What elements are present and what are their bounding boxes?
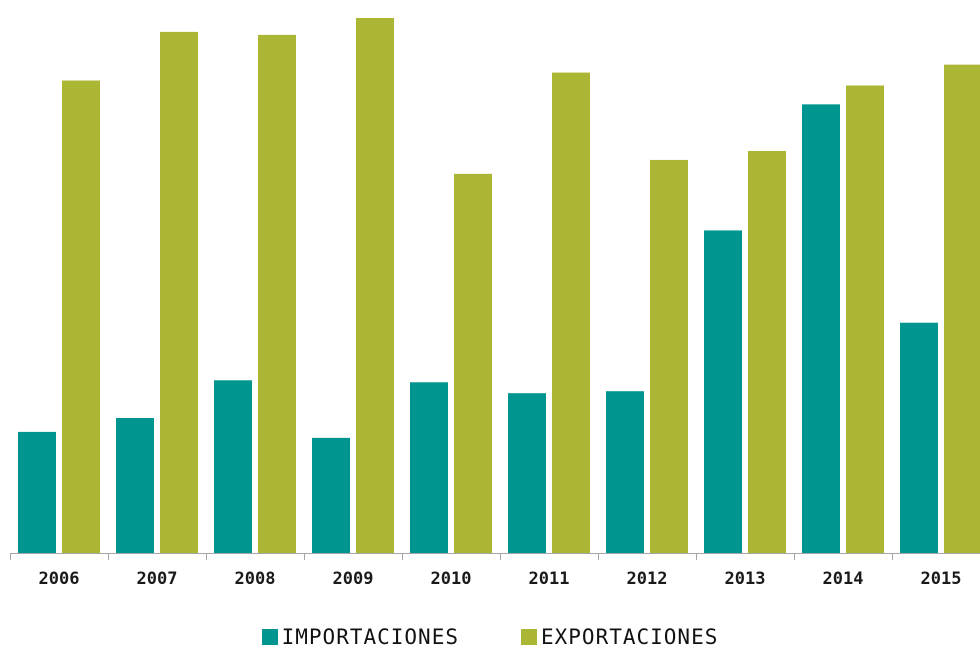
x-tick-label-2007: 2007 — [137, 569, 178, 589]
legend: IMPORTACIONES EXPORTACIONES — [0, 622, 980, 652]
x-tick-label-2010: 2010 — [431, 569, 472, 589]
x-tick-label-2011: 2011 — [529, 569, 570, 589]
bar-exportaciones-2009 — [356, 17, 394, 553]
bar-exportaciones-2011 — [552, 72, 590, 554]
legend-swatch-importaciones — [261, 629, 278, 645]
legend-item-exportaciones: EXPORTACIONES — [521, 625, 718, 649]
bar-importaciones-2014 — [802, 104, 840, 553]
bar-exportaciones-2006 — [62, 80, 100, 553]
bar-exportaciones-2007 — [160, 31, 198, 553]
legend-label-importaciones: IMPORTACIONES — [281, 625, 459, 649]
bar-importaciones-2012 — [606, 391, 644, 553]
bar-exportaciones-2014 — [846, 85, 884, 553]
bar-importaciones-2013 — [704, 230, 742, 553]
bar-exportaciones-2013 — [748, 151, 786, 553]
x-tick-label-2012: 2012 — [627, 569, 668, 589]
bar-importaciones-2007 — [116, 418, 154, 553]
bar-importaciones-2006 — [18, 431, 56, 553]
x-tick-label-2014: 2014 — [823, 569, 864, 589]
x-tick-label-2009: 2009 — [333, 569, 374, 589]
bar-importaciones-2010 — [410, 382, 448, 553]
legend-label-exportaciones: EXPORTACIONES — [541, 625, 719, 649]
bar-exportaciones-2015 — [944, 64, 980, 554]
bar-importaciones-2008 — [214, 380, 252, 553]
x-tick-label-2015: 2015 — [921, 569, 962, 589]
legend-item-importaciones: IMPORTACIONES — [261, 625, 459, 649]
bar-exportaciones-2008 — [258, 34, 296, 554]
x-tick-label-2013: 2013 — [725, 569, 766, 589]
bar-exportaciones-2012 — [650, 159, 688, 553]
bar-exportaciones-2010 — [454, 173, 492, 553]
bar-importaciones-2011 — [508, 393, 546, 553]
bar-importaciones-2009 — [312, 437, 350, 553]
x-tick-label-2008: 2008 — [235, 569, 276, 589]
bar-importaciones-2015 — [900, 322, 938, 553]
x-tick-label-2006: 2006 — [39, 569, 80, 589]
legend-swatch-exportaciones — [521, 629, 537, 645]
